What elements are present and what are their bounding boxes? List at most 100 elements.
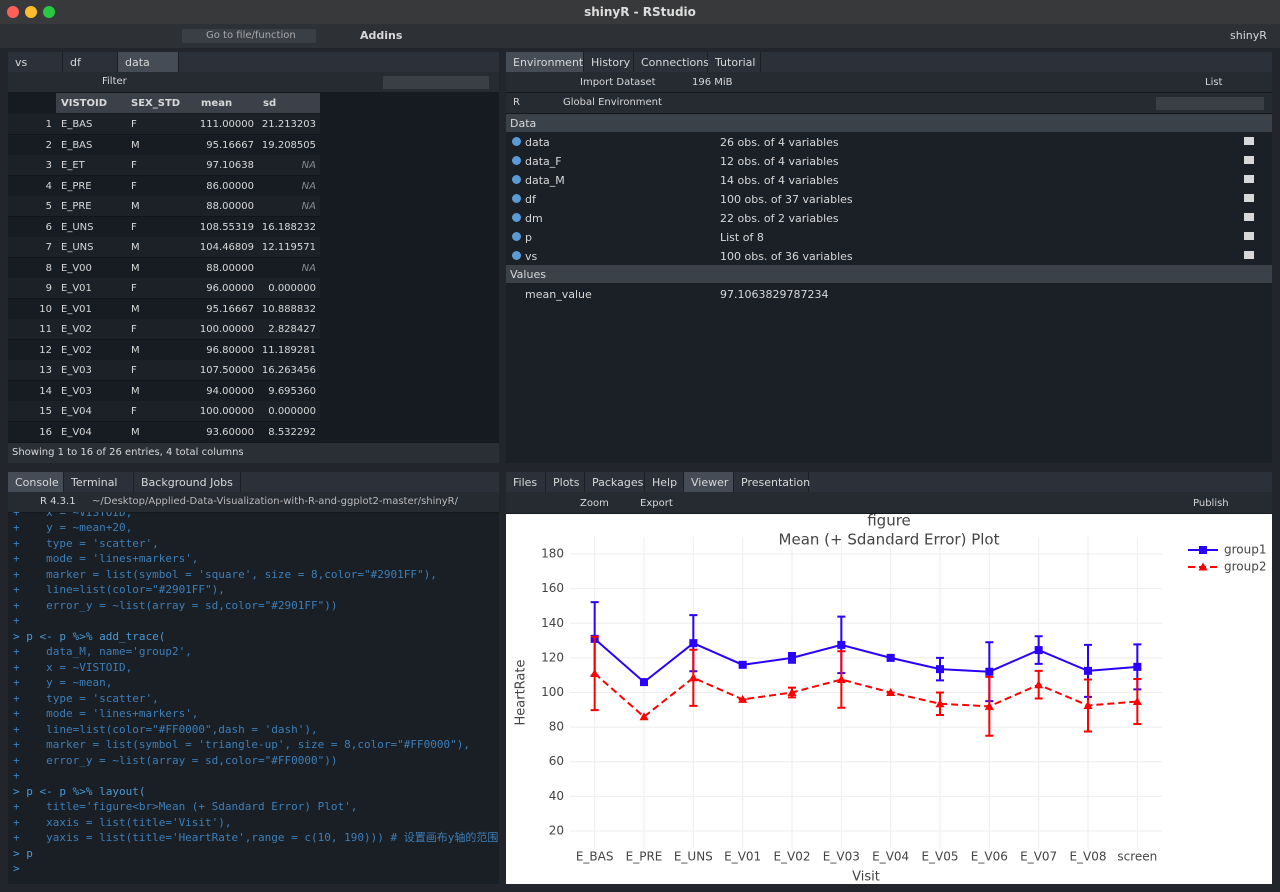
tab[interactable]: Console (8, 472, 64, 492)
minimize-button[interactable] (25, 6, 37, 18)
marker (1132, 697, 1142, 706)
tab-label[interactable]: Files (513, 476, 538, 489)
series-line (594, 672, 1138, 719)
table-cell: 100.00000 (199, 324, 254, 335)
project-menu[interactable]: shinyR (1230, 29, 1267, 42)
tab[interactable]: df (63, 52, 118, 72)
tab[interactable]: Tutorial (708, 52, 761, 72)
table-cell: F (131, 283, 137, 294)
tab[interactable]: data (118, 52, 179, 72)
column-header[interactable]: mean (201, 98, 233, 109)
console-line: > p (13, 846, 33, 860)
tab[interactable]: History (584, 52, 634, 72)
tab-label[interactable]: Console (15, 476, 59, 489)
tab[interactable]: Terminal (64, 472, 134, 492)
tab[interactable]: Viewer (684, 472, 734, 492)
column-header[interactable]: VISTOID (61, 98, 108, 109)
column-header[interactable]: SEX_STD (131, 98, 181, 109)
filter-button[interactable]: Filter (102, 76, 127, 87)
expand-icon[interactable] (512, 251, 521, 260)
legend-marker (1199, 546, 1207, 554)
expand-icon[interactable] (512, 213, 521, 222)
tab[interactable]: vs (8, 52, 63, 72)
view-icon[interactable] (1244, 194, 1254, 202)
export-button[interactable]: Export (640, 498, 673, 509)
tab[interactable]: Files (506, 472, 546, 492)
env-name[interactable]: data_F (525, 155, 562, 168)
tab[interactable]: Help (645, 472, 684, 492)
language-menu[interactable]: R (513, 97, 520, 108)
scope-menu[interactable]: Global Environment (563, 97, 662, 108)
tab-label[interactable]: vs (15, 56, 28, 69)
search-box[interactable] (383, 76, 489, 89)
tab-label[interactable]: Environment (513, 56, 584, 69)
x-tick-label: E_BAS (576, 850, 614, 864)
console-line: + marker = list(symbol = 'triangle-up', … (13, 738, 470, 752)
tab[interactable]: Environment (506, 52, 584, 72)
row-index: 5 (45, 201, 52, 212)
expand-icon[interactable] (512, 137, 521, 146)
table-cell: 11.189281 (261, 344, 316, 356)
env-name[interactable]: dm (525, 212, 543, 225)
expand-icon[interactable] (512, 175, 521, 184)
tab[interactable]: Plots (546, 472, 585, 492)
expand-icon[interactable] (512, 232, 521, 241)
tab-label[interactable]: Terminal (71, 476, 118, 489)
tab-label[interactable]: Viewer (691, 476, 729, 489)
row-index: 10 (39, 303, 52, 315)
table-cell: 86.00000 (206, 180, 254, 192)
view-mode[interactable]: List (1205, 77, 1223, 88)
tab-label[interactable]: Plots (553, 476, 580, 489)
working-dir[interactable]: ~/Desktop/Applied-Data-Visualization-wit… (92, 496, 458, 507)
zoom-button[interactable] (43, 6, 55, 18)
search-box[interactable] (1156, 97, 1264, 110)
env-name[interactable]: p (525, 231, 532, 244)
tab-label[interactable]: Packages (592, 476, 644, 489)
memory-usage[interactable]: 196 MiB (692, 77, 733, 88)
env-name[interactable]: df (525, 193, 536, 206)
table-cell: 21.213203 (261, 119, 316, 130)
tab-label[interactable]: Help (652, 476, 678, 489)
column-header[interactable]: sd (263, 98, 277, 109)
view-icon[interactable] (1244, 213, 1254, 221)
tab-label[interactable]: Presentation (741, 476, 811, 489)
tab[interactable]: Presentation (734, 472, 811, 492)
tab-label[interactable]: Tutorial (715, 56, 756, 69)
env-name[interactable]: vs (525, 250, 538, 263)
chart-subtitle: Mean (+ Sdandard Error) Plot (779, 531, 1000, 549)
tab[interactable]: Connections (634, 52, 709, 72)
viewer-toolbar (8, 72, 499, 93)
tab-label[interactable]: Connections (641, 56, 709, 69)
import-dataset[interactable]: Import Dataset (580, 77, 656, 88)
expand-icon[interactable] (512, 156, 521, 165)
view-icon[interactable] (1244, 137, 1254, 145)
view-icon[interactable] (1244, 232, 1254, 240)
zoom-button[interactable]: Zoom (580, 498, 609, 509)
tab-label[interactable]: Background Jobs (141, 476, 233, 489)
env-name[interactable]: mean_value (525, 288, 592, 301)
goto-text[interactable]: Go to file/function (206, 30, 296, 41)
env-name[interactable]: data (525, 136, 550, 149)
addins-menu[interactable]: Addins (360, 29, 403, 42)
x-tick-label: E_UNS (674, 850, 713, 864)
view-icon[interactable] (1244, 175, 1254, 183)
tab-label[interactable]: df (70, 56, 81, 69)
env-name[interactable]: data_M (525, 174, 565, 187)
view-icon[interactable] (1244, 156, 1254, 164)
tab[interactable]: Packages (585, 472, 645, 492)
close-button[interactable] (7, 6, 19, 18)
tab[interactable]: Background Jobs (134, 472, 241, 492)
view-icon[interactable] (1244, 251, 1254, 259)
table-cell: 19.208505 (261, 139, 316, 151)
publish-button[interactable]: Publish (1193, 498, 1229, 509)
footer-text: Showing 1 to 16 of 26 entries, 4 total c… (12, 447, 244, 458)
table-cell: E_BAS (61, 139, 93, 151)
tab-label[interactable]: History (591, 56, 631, 69)
series-line (594, 638, 1138, 684)
goto-box[interactable] (182, 29, 316, 43)
tab-label[interactable]: data (125, 56, 150, 69)
row-index: 16 (39, 426, 52, 438)
expand-icon[interactable] (512, 194, 521, 203)
